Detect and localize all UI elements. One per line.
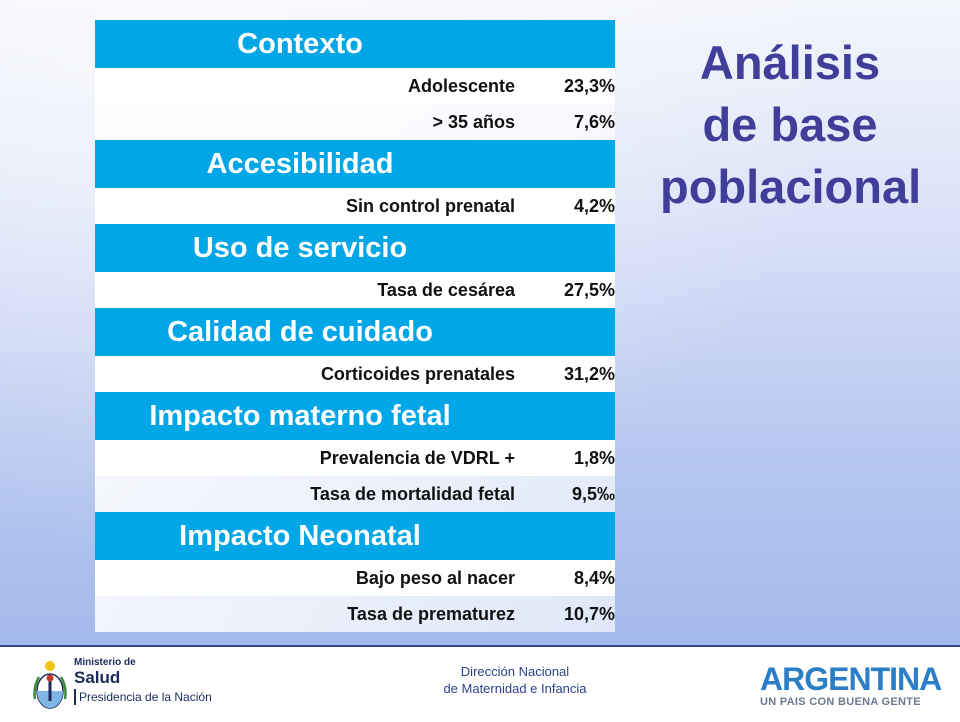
argentina-tagline: UN PAIS CON BUENA GENTE <box>760 696 921 708</box>
indicator-label: Tasa de mortalidad fetal <box>310 483 515 504</box>
indicator-value: 31,2% <box>563 363 615 384</box>
section-header: Impacto Neonatal <box>95 512 615 560</box>
table-row: Corticoides prenatales 31,2% <box>95 356 615 392</box>
indicator-value: 7,6% <box>573 111 615 132</box>
section-header-label: Uso de servicio <box>192 231 408 264</box>
footer: Ministerio de Salud Presidencia de la Na… <box>0 645 960 722</box>
section-header: Accesibilidad <box>95 140 615 188</box>
indicator-label: Tasa de cesárea <box>377 279 515 300</box>
ministry-line-2: Salud <box>74 668 121 687</box>
indicator-value: 10,7% <box>563 603 615 624</box>
title-line-2: de base <box>702 98 878 151</box>
direccion-nacional-text: Dirección Nacional de Maternidad e Infan… <box>400 663 630 697</box>
section-header: Calidad de cuidado <box>95 308 615 356</box>
section-header-label: Accesibilidad <box>206 147 394 180</box>
direccion-line-1: Dirección Nacional <box>460 664 570 679</box>
indicator-label: > 35 años <box>432 111 515 132</box>
ministry-line-1: Ministerio de <box>74 657 136 668</box>
indicator-value: 8,4% <box>573 567 615 588</box>
indicator-label: Adolescente <box>407 75 515 96</box>
indicator-value: 23,3% <box>563 75 615 96</box>
section-header: Impacto materno fetal <box>95 392 615 440</box>
table-row: Bajo peso al nacer 8,4% <box>95 560 615 596</box>
indicator-value: 27,5% <box>563 279 615 300</box>
indicator-value: 4,2% <box>573 195 615 216</box>
table-row: Prevalencia de VDRL + 1,8% <box>95 440 615 476</box>
title-line-3: poblacional <box>660 160 922 213</box>
indicators-table: Contexto Adolescente 23,3% > 35 años 7,6% Acc… <box>95 20 615 632</box>
ministry-logo-text: Ministerio de Salud Presidencia de la Na… <box>74 657 212 705</box>
slide-title: Análisis de base poblacional <box>660 32 922 218</box>
ministry-line-3: Presidencia de la Nación <box>74 689 212 705</box>
indicator-label: Tasa de prematurez <box>347 603 515 624</box>
argentina-brand-logo: ARGENTINA UN PAIS CON BUENA GENTE <box>760 661 942 709</box>
table-row: Tasa de cesárea 27,5% <box>95 272 615 308</box>
table-row: Tasa de prematurez 10,7% <box>95 596 615 632</box>
indicator-value: 9,5‰ <box>571 483 615 504</box>
table-row: Adolescente 23,3% <box>95 68 615 104</box>
section-header: Uso de servicio <box>95 224 615 272</box>
argentina-coat-of-arms-icon <box>33 661 67 709</box>
argentina-word: ARGENTINA <box>760 661 942 697</box>
table-row: > 35 años 7,6% <box>95 104 615 140</box>
section-header: Contexto <box>95 20 615 68</box>
table-row: Sin control prenatal 4,2% <box>95 188 615 224</box>
section-header-label: Calidad de cuidado <box>167 315 433 348</box>
section-header-label: Impacto Neonatal <box>179 519 421 552</box>
indicator-label: Sin control prenatal <box>345 195 515 216</box>
direccion-line-2: de Maternidad e Infancia <box>443 681 587 696</box>
indicator-value: 1,8% <box>573 447 615 468</box>
table-row: Tasa de mortalidad fetal 9,5‰ <box>95 476 615 512</box>
title-line-1: Análisis <box>699 36 881 89</box>
section-header-label: Impacto materno fetal <box>149 399 451 432</box>
indicator-label: Corticoides prenatales <box>320 363 515 384</box>
section-header-label: Contexto <box>237 27 363 60</box>
indicator-label: Prevalencia de VDRL + <box>319 447 515 468</box>
indicator-label: Bajo peso al nacer <box>355 567 515 588</box>
